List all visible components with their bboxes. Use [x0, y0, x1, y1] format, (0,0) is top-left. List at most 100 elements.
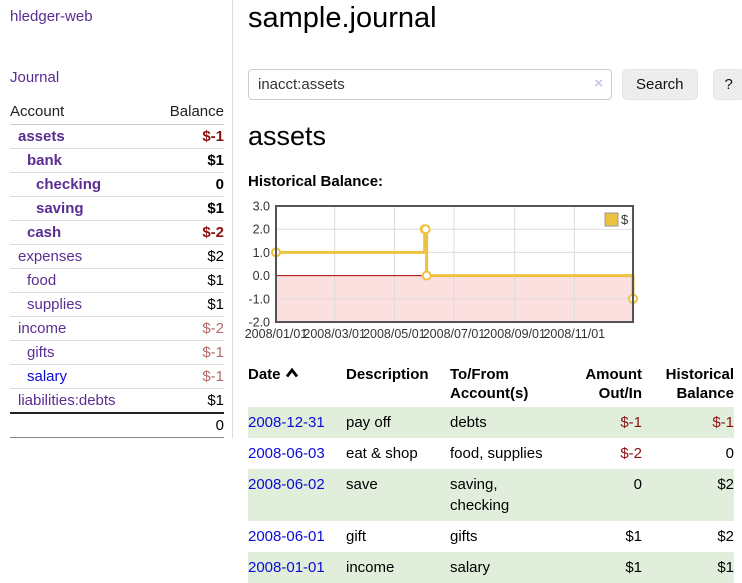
- transaction-balance: 0: [725, 445, 734, 462]
- account-link[interactable]: gifts: [27, 344, 55, 361]
- search-button[interactable]: Search: [622, 69, 698, 100]
- account-row: gifts $-1: [10, 340, 224, 365]
- account-cell: bank: [10, 148, 152, 173]
- register-header-description-label: Description: [346, 366, 429, 383]
- accounts-header-balance: Balance: [151, 101, 224, 125]
- transaction-amount: $1: [625, 559, 642, 576]
- account-cell: checking: [10, 172, 152, 197]
- accounts-table: Account Balance assets $-1 bank $1 checking 0…: [10, 101, 224, 438]
- account-row: supplies $1: [10, 292, 224, 317]
- register-header-balance-line2: Balance: [676, 385, 734, 402]
- account-row: food $1: [10, 268, 224, 293]
- sidebar: hledger-web Journal Account Balance asse…: [0, 0, 233, 438]
- account-cell: saving: [10, 196, 152, 221]
- account-row: assets $-1: [10, 124, 224, 149]
- account-balance: 0: [151, 172, 224, 197]
- nav-journal-link[interactable]: Journal: [10, 69, 60, 86]
- register-header-row: Date Description To/From Account(s) Amou…: [248, 363, 734, 407]
- transaction-row: 2008-12-31 pay off debts $-1 $-1: [248, 407, 734, 438]
- transaction-date-link[interactable]: 2008-06-02: [248, 476, 325, 493]
- account-row: bank $1: [10, 148, 224, 173]
- accounts-total-spacer: [10, 412, 152, 438]
- account-link[interactable]: food: [27, 272, 57, 289]
- transaction-date-link[interactable]: 2008-12-31: [248, 414, 325, 431]
- register-header-balance-line1: Historical: [665, 366, 734, 383]
- account-link[interactable]: bank: [27, 152, 63, 169]
- clear-search-icon[interactable]: ×: [594, 75, 603, 92]
- account-row: saving $1: [10, 196, 224, 221]
- sort-asc-icon: [285, 367, 298, 378]
- account-link[interactable]: liabilities:debts: [18, 392, 116, 409]
- transaction-accounts: gifts: [450, 528, 478, 545]
- account-cell: expenses: [10, 244, 152, 269]
- account-row: liabilities:debts $1: [10, 388, 224, 414]
- account-link[interactable]: expenses: [18, 248, 83, 265]
- account-row: salary $-1: [10, 364, 224, 389]
- account-cell: supplies: [10, 292, 152, 317]
- register-header-date[interactable]: Date: [248, 363, 346, 407]
- chart-legend: $: [602, 210, 631, 229]
- register-header-accounts-line1: To/From: [450, 366, 509, 383]
- register-table: Date Description To/From Account(s) Amou…: [248, 363, 734, 583]
- account-cell: food: [10, 268, 152, 293]
- y-axis-tick-label: 3.0: [253, 200, 270, 214]
- account-balance: $-1: [151, 124, 224, 149]
- transaction-accounts: salary: [450, 559, 491, 576]
- account-link[interactable]: assets: [18, 128, 65, 145]
- transaction-row: 2008-06-03 eat & shop food, supplies $-2 0: [248, 438, 734, 469]
- account-cell: income: [10, 316, 152, 341]
- accounts-header-row: Account Balance: [10, 101, 224, 125]
- transaction-row: 2008-01-01 income salary $1 $1: [248, 552, 734, 583]
- account-balance: $1: [151, 388, 224, 414]
- chart-border: [275, 205, 634, 323]
- transaction-date-cell: 2008-12-31: [248, 407, 346, 438]
- main-content: sample.journal × Search ? assets Histori…: [233, 0, 742, 583]
- transaction-date-link[interactable]: 2008-01-01: [248, 559, 325, 576]
- account-link[interactable]: cash: [27, 224, 62, 241]
- account-heading: assets: [248, 121, 327, 151]
- y-axis-tick-label: -1.0: [248, 292, 270, 306]
- transaction-description: eat & shop: [346, 445, 418, 462]
- account-row: checking 0: [10, 172, 224, 197]
- register-header-amount: Amount Out/In: [550, 363, 642, 407]
- transaction-date-cell: 2008-06-01: [248, 521, 346, 552]
- account-link[interactable]: income: [18, 320, 67, 337]
- transaction-amount: $1: [625, 528, 642, 545]
- brand-link[interactable]: hledger-web: [10, 8, 93, 25]
- transaction-date-link[interactable]: 2008-06-03: [248, 445, 325, 462]
- account-cell: gifts: [10, 340, 152, 365]
- chart-legend-label: $: [621, 212, 629, 227]
- transaction-accounts: saving, checking: [450, 476, 510, 514]
- account-link[interactable]: checking: [36, 176, 102, 193]
- help-button[interactable]: ?: [712, 69, 742, 100]
- account-cell: cash: [10, 220, 152, 245]
- account-balance: $2: [151, 244, 224, 269]
- transaction-accounts: debts: [450, 414, 487, 431]
- accounts-header-account: Account: [10, 101, 152, 125]
- account-link[interactable]: salary: [27, 368, 68, 385]
- transaction-date-link[interactable]: 2008-06-01: [248, 528, 325, 545]
- transaction-date-cell: 2008-06-02: [248, 469, 346, 521]
- transaction-description: income: [346, 559, 395, 576]
- transaction-balance: $2: [717, 528, 734, 545]
- chart-point-marker: [420, 224, 431, 235]
- account-link[interactable]: supplies: [27, 296, 83, 313]
- chart-legend-swatch: [604, 212, 619, 227]
- chart-svg: $2008/01/012008/03/012008/05/012008/07/0…: [245, 200, 638, 341]
- register-header-accounts: To/From Account(s): [450, 363, 550, 407]
- search-form: × Search ?: [248, 69, 742, 100]
- account-balance: $-1: [151, 364, 224, 389]
- register-header-amount-line1: Amount: [585, 366, 642, 383]
- search-input[interactable]: [248, 69, 612, 100]
- x-axis-tick-label: 2008/09/01: [483, 327, 546, 341]
- transaction-balance: $2: [717, 476, 734, 493]
- register-header-date-label: Date: [248, 366, 281, 383]
- account-link[interactable]: saving: [36, 200, 84, 217]
- account-row: expenses $2: [10, 244, 224, 269]
- account-cell: salary: [10, 364, 152, 389]
- account-balance: $-2: [151, 316, 224, 341]
- accounts-total-row: 0: [10, 412, 224, 438]
- page-title: sample.journal: [248, 2, 437, 34]
- account-balance: $1: [151, 292, 224, 317]
